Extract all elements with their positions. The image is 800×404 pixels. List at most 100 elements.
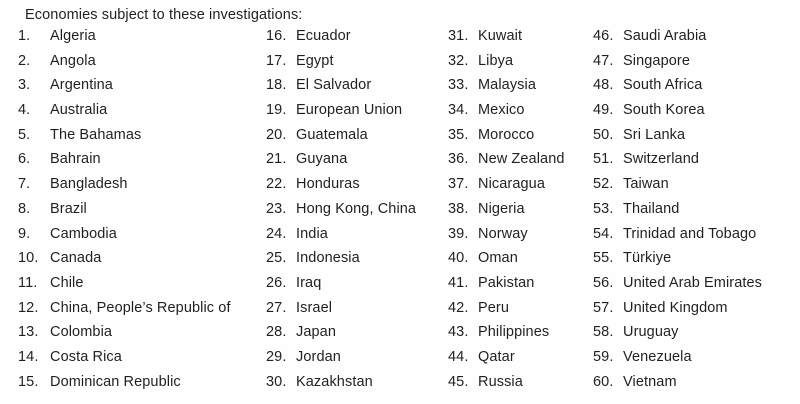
list-item-number: 18. (266, 77, 287, 94)
list-item-number: 48. (593, 77, 614, 94)
list-item-number: 6. (18, 151, 31, 168)
list-item-economy: Norway (478, 225, 528, 242)
list-item: 41. Pakistan (448, 275, 565, 300)
list-item-economy: El Salvador (296, 77, 372, 94)
list-item-economy: Guatemala (296, 126, 368, 143)
list-column-4: 46. Saudi Arabia 47. Singapore 48. South Afri… (593, 28, 762, 398)
list-item-number: 9. (18, 225, 31, 242)
list-item-economy: Bangladesh (50, 176, 128, 193)
list-item-number: 56. (593, 274, 614, 291)
list-item-economy: India (296, 225, 328, 242)
list-item: 1. Algeria (18, 28, 231, 53)
list-item: 29. Jordan (266, 349, 416, 374)
list-item: 27. Israel (266, 300, 416, 325)
list-item-economy: Sri Lanka (623, 126, 686, 143)
list-item: 35. Morocco (448, 127, 565, 152)
list-item-economy: Mexico (478, 102, 525, 119)
list-item: 28. Japan (266, 324, 416, 349)
list-item-number: 17. (266, 52, 287, 69)
list-item-economy: South Africa (623, 77, 703, 94)
list-item-economy: Ecuador (296, 28, 351, 44)
list-item: 9. Cambodia (18, 226, 231, 251)
list-item-economy: Cambodia (50, 225, 117, 242)
list-item: 12. China, People’s Republic of (18, 300, 231, 325)
list-item-number: 58. (593, 324, 614, 341)
list-item-number: 44. (448, 348, 469, 365)
list-item: 43. Philippines (448, 324, 565, 349)
list-item-economy: United Arab Emirates (623, 274, 763, 291)
list-item-economy: Honduras (296, 176, 360, 193)
list-item-number: 50. (593, 126, 614, 143)
list-item-economy: Trinidad and Tobago (623, 225, 757, 242)
list-item-economy: Venezuela (623, 348, 692, 365)
list-item-economy: Egypt (296, 52, 334, 69)
list-item-economy: Guyana (296, 151, 348, 168)
list-item-economy: Kuwait (478, 28, 523, 44)
list-item: 14. Costa Rica (18, 349, 231, 374)
list-item: 45. Russia (448, 374, 565, 399)
list-item: 6. Bahrain (18, 151, 231, 176)
list-item-number: 31. (448, 28, 469, 44)
list-item-economy: China, People’s Republic of (50, 299, 231, 316)
list-item: 60. Vietnam (593, 374, 762, 399)
list-item-number: 45. (448, 373, 469, 390)
list-item-economy: Russia (478, 373, 523, 390)
list-item-economy: Bahrain (50, 151, 101, 168)
list-item-number: 43. (448, 324, 469, 341)
list-item-economy: Argentina (50, 77, 113, 94)
list-item: 36. New Zealand (448, 151, 565, 176)
list-item-economy: Oman (478, 250, 518, 267)
list-item-number: 15. (18, 373, 39, 390)
list-item: 59. Venezuela (593, 349, 762, 374)
list-item-economy: Switzerland (623, 151, 700, 168)
list-item-economy: Nicaragua (478, 176, 545, 193)
list-item: 25. Indonesia (266, 250, 416, 275)
list-item: 51. Switzerland (593, 151, 762, 176)
list-item-economy: Iraq (296, 274, 322, 291)
list-item-economy: Peru (478, 299, 510, 316)
list-item-number: 21. (266, 151, 287, 168)
list-column-3: 31. Kuwait 32. Libya 33. Malaysia 34. Mexico 35.… (448, 28, 565, 398)
list-item-economy: Jordan (296, 348, 341, 365)
list-item-number: 35. (448, 126, 469, 143)
list-item-number: 33. (448, 77, 469, 94)
list-item-number: 20. (266, 126, 287, 143)
list-item-number: 49. (593, 102, 614, 119)
list-item-number: 26. (266, 274, 287, 291)
list-item-number: 54. (593, 225, 614, 242)
list-item-economy: Taiwan (623, 176, 669, 193)
list-item: 49. South Korea (593, 102, 762, 127)
list-item-number: 55. (593, 250, 614, 267)
list-item-economy: Algeria (50, 28, 96, 44)
list-item: 17. Egypt (266, 53, 416, 78)
list-item-number: 46. (593, 28, 614, 44)
list-item: 42. Peru (448, 300, 565, 325)
list-item-economy: Libya (478, 52, 514, 69)
list-item: 31. Kuwait (448, 28, 565, 53)
list-item-economy: United Kingdom (623, 299, 728, 316)
list-item-number: 60. (593, 373, 614, 390)
list-item: 47. Singapore (593, 53, 762, 78)
list-item-number: 3. (18, 77, 31, 94)
list-item-number: 1. (18, 28, 31, 44)
list-item-number: 8. (18, 200, 31, 217)
list-item-number: 22. (266, 176, 287, 193)
list-item-number: 30. (266, 373, 287, 390)
list-item: 20. Guatemala (266, 127, 416, 152)
list-item: 2. Angola (18, 53, 231, 78)
list-item-economy: Japan (296, 324, 337, 341)
list-item-economy: The Bahamas (50, 126, 142, 143)
list-item-economy: Chile (50, 274, 84, 291)
list-item-economy: Malaysia (478, 77, 537, 94)
list-item: 19. European Union (266, 102, 416, 127)
list-item-number: 25. (266, 250, 287, 267)
list-item-number: 42. (448, 299, 469, 316)
list-item-number: 47. (593, 52, 614, 69)
list-item-economy: Saudi Arabia (623, 28, 707, 44)
list-item-economy: Indonesia (296, 250, 360, 267)
list-item-number: 2. (18, 52, 31, 69)
list-column-1: 1. Algeria 2. Angola 3. Argentina 4. Australia 5… (18, 28, 231, 398)
list-item: 15. Dominican Republic (18, 374, 231, 399)
list-item-number: 37. (448, 176, 469, 193)
